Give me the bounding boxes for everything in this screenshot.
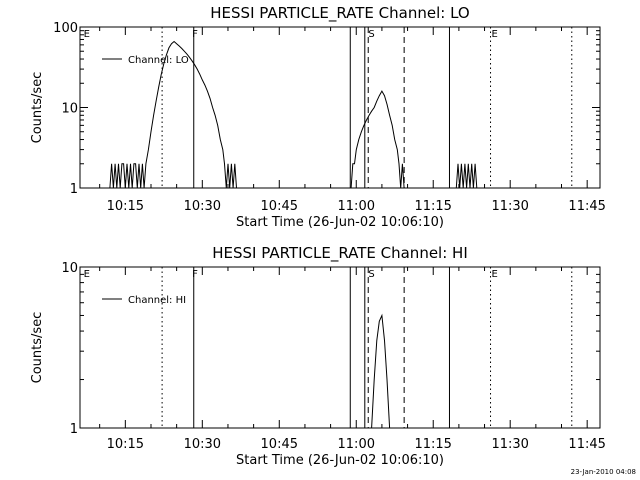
x-tick-label: 11:15 [414,437,451,452]
chart-title: HESSI PARTICLE_RATE Channel: HI [212,244,468,263]
legend-label: Channel: HI [128,295,186,306]
legend-label: Channel: LO [128,55,189,66]
y-tick-label: 10 [61,102,78,117]
x-tick-label: 11:00 [338,199,375,214]
series-line [455,163,478,189]
x-tick-label: 11:45 [568,199,605,214]
x-tick-label: 11:15 [414,199,451,214]
x-tick-label: 10:15 [107,437,144,452]
x-tick-label: 10:45 [261,437,298,452]
y-tick-label: 1 [70,182,78,197]
chart-panel-hi: HESSI PARTICLE_RATE Channel: HI 10:15 10:3… [30,244,606,468]
footer-timestamp: 23-Jan-2010 04:08 [571,468,636,476]
x-tick-label: 10:45 [261,199,298,214]
x-tick-label: 11:30 [491,437,528,452]
x-tick-label: 11:30 [491,199,528,214]
plot-frame [79,266,601,429]
y-axis-label: Counts/sec [30,312,45,384]
annotation-label: E [492,29,498,40]
annotation-label: E [492,269,498,280]
y-tick-label: 100 [53,21,78,36]
x-tick-label: 10:30 [184,437,221,452]
x-axis-label: Start Time (26-Jun-02 10:06:10) [236,453,444,468]
series-line [109,40,237,189]
annotation-label: E [84,29,90,40]
annotation-label: E [84,269,90,280]
series-line [371,313,391,429]
y-tick-label: 10 [61,261,78,276]
x-tick-label: 10:15 [107,199,144,214]
y-tick-label: 1 [70,422,78,437]
y-axis-label: Counts/sec [30,72,45,144]
x-axis-label: Start Time (26-Jun-02 10:06:10) [236,215,444,230]
x-tick-label: 11:00 [338,437,375,452]
annotation-label: S [368,269,374,280]
x-tick-label: 10:30 [184,199,221,214]
annotation-label: F [192,269,198,280]
series-line [350,90,405,189]
x-tick-label: 11:45 [568,437,605,452]
annotation-label: S [368,29,374,40]
chart-panel-lo: HESSI PARTICLE_RATE Channel: LO 10:15 10:3… [30,4,606,230]
plot-frame [79,26,601,189]
chart-title: HESSI PARTICLE_RATE Channel: LO [210,4,469,23]
annotation-label: F [192,29,198,40]
